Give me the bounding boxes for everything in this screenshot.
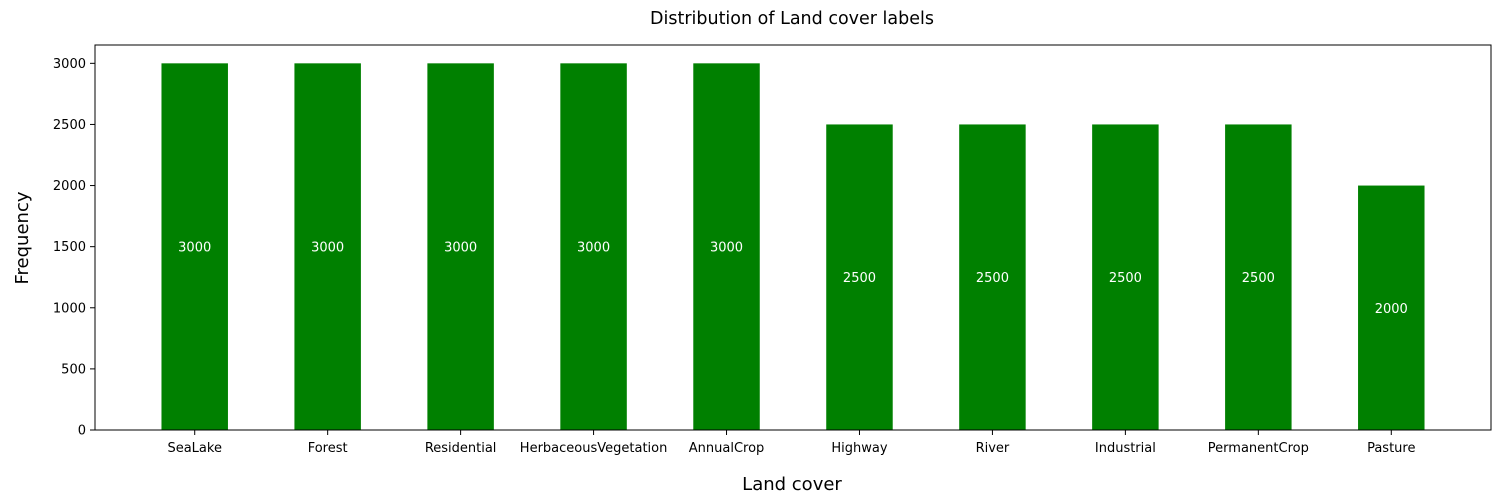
- y-tick-label: 3000: [53, 57, 86, 72]
- plot-area: 3000 3000 3000 3000 3000 2500 2500 2500 2500 2000…: [53, 44, 1492, 456]
- x-axis-title: Land cover: [742, 474, 842, 495]
- chart-title: Distribution of Land cover labels: [650, 9, 934, 29]
- y-tick-label: 500: [61, 362, 86, 377]
- y-tick-label: 2000: [53, 179, 86, 194]
- bar-value-label: 2500: [976, 271, 1009, 286]
- x-tick-label: SeaLake: [167, 441, 222, 456]
- bar-value-label: 3000: [178, 241, 211, 256]
- bar-annualcrop: [693, 63, 760, 430]
- bar-value-label: 3000: [444, 241, 477, 256]
- x-tick-label: Residential: [425, 441, 497, 456]
- y-tick-label: 0: [78, 424, 86, 439]
- x-tick-label: River: [976, 441, 1010, 456]
- y-tick-label: 1500: [53, 240, 86, 255]
- bar-value-label: 3000: [311, 241, 344, 256]
- x-tick-label: Highway: [831, 441, 887, 456]
- bar-river: [959, 124, 1026, 430]
- x-tick-label: Pasture: [1367, 441, 1415, 456]
- x-tick-label: PermanentCrop: [1208, 441, 1309, 456]
- bar-labels-group: 3000 3000 3000 3000 3000 2500 2500 2500 2500 2000: [178, 241, 1408, 317]
- y-axis-ticks: 0 500 1000 1500 2000 2500 3000: [53, 57, 95, 439]
- bar-value-label: 3000: [710, 241, 743, 256]
- bar-forest: [294, 63, 361, 430]
- plot-frame: [94, 44, 1492, 431]
- bars-group: [161, 63, 1425, 430]
- y-tick-label: 2500: [53, 118, 86, 133]
- x-axis-ticks: SeaLake Forest Residential HerbaceousVegeta…: [167, 430, 1415, 456]
- bar-herbaceousvegetation: [560, 63, 627, 430]
- bar-value-label: 3000: [577, 241, 610, 256]
- x-tick-label: Industrial: [1095, 441, 1156, 456]
- bar-permanentcrop: [1225, 124, 1292, 430]
- bar-highway: [826, 124, 893, 430]
- bar-sealake: [161, 63, 228, 430]
- x-tick-label: HerbaceousVegetation: [520, 441, 668, 456]
- bar-industrial: [1092, 124, 1159, 430]
- y-tick-label: 1000: [53, 301, 86, 316]
- bar-value-label: 2500: [843, 271, 876, 286]
- bar-pasture: [1358, 185, 1425, 430]
- x-tick-label: Forest: [308, 441, 348, 456]
- bar-value-label: 2500: [1109, 271, 1142, 286]
- x-tick-label: AnnualCrop: [689, 441, 765, 456]
- bar-value-label: 2500: [1242, 271, 1275, 286]
- y-axis-title: Frequency: [12, 191, 33, 284]
- bar-residential: [427, 63, 494, 430]
- bar-value-label: 2000: [1375, 302, 1408, 317]
